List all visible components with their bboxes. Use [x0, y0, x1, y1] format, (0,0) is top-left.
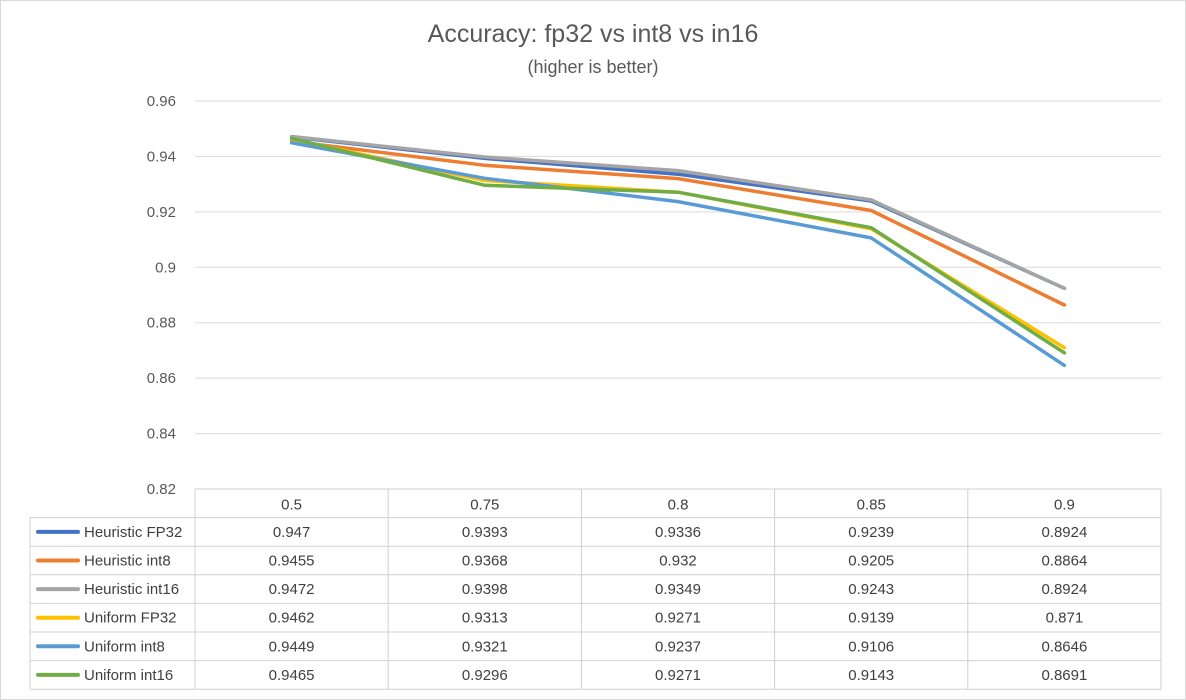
legend-label: Uniform int8 [84, 638, 165, 655]
data-table: 0.5 0.75 0.8 0.85 0.9 Heuristic FP32 0.947 0.93… [29, 488, 1162, 690]
legend-label: Heuristic int16 [84, 581, 179, 598]
data-cell: 0.932 [659, 553, 697, 570]
data-cell: 0.9349 [655, 581, 701, 598]
data-cell: 0.8691 [1041, 667, 1087, 684]
y-tick-label: 0.82 [147, 481, 176, 498]
chart-subtitle: (higher is better) [527, 57, 658, 77]
y-tick-label: 0.88 [147, 315, 176, 332]
data-cell: 0.947 [273, 524, 311, 541]
data-cell: 0.8646 [1041, 638, 1087, 655]
legend-label: Heuristic int8 [84, 553, 171, 570]
y-tick-label: 0.9 [155, 259, 176, 276]
legend-label: Heuristic FP32 [84, 524, 182, 541]
series-line [289, 139, 1067, 307]
data-cell: 0.9462 [269, 610, 315, 627]
data-cell: 0.9321 [462, 638, 508, 655]
data-cell: 0.9243 [848, 581, 894, 598]
data-cell: 0.9143 [848, 667, 894, 684]
data-cell: 0.9393 [462, 524, 508, 541]
series-line [289, 134, 1067, 291]
data-cell: 0.9472 [269, 581, 315, 598]
x-category-label: 0.8 [668, 496, 689, 513]
data-cell: 0.871 [1046, 610, 1084, 627]
data-cell: 0.9455 [269, 553, 315, 570]
y-tick-label: 0.84 [147, 426, 176, 443]
x-category-label: 0.5 [281, 496, 302, 513]
y-tick-label: 0.96 [147, 93, 176, 110]
x-category-label: 0.85 [857, 496, 886, 513]
data-cell: 0.9205 [848, 553, 894, 570]
y-tick-label: 0.92 [147, 204, 176, 221]
data-cell: 0.8924 [1041, 524, 1087, 541]
data-cell: 0.9237 [655, 638, 701, 655]
y-tick-label: 0.94 [147, 148, 176, 165]
data-cell: 0.9449 [269, 638, 315, 655]
chart-title: Accuracy: fp32 vs int8 vs in16 [428, 20, 759, 48]
series-lines [289, 134, 1067, 368]
data-cell: 0.8924 [1041, 581, 1087, 598]
data-cell: 0.8864 [1041, 553, 1087, 570]
data-cell: 0.9465 [269, 667, 315, 684]
legend-label: Uniform FP32 [84, 610, 177, 627]
series-line [289, 141, 1067, 368]
y-axis-ticks: 0.82 0.84 0.86 0.88 0.9 0.92 0.94 0.96 [147, 93, 176, 498]
data-cell: 0.9313 [462, 610, 508, 627]
data-cell: 0.9271 [655, 667, 701, 684]
data-cell: 0.9296 [462, 667, 508, 684]
data-cell: 0.9271 [655, 610, 701, 627]
y-tick-label: 0.86 [147, 370, 176, 387]
data-cell: 0.9336 [655, 524, 701, 541]
gridlines [195, 100, 1161, 490]
series-line [289, 135, 1067, 291]
data-cell: 0.9239 [848, 524, 894, 541]
data-cell: 0.9106 [848, 638, 894, 655]
x-category-label: 0.9 [1054, 496, 1075, 513]
x-category-label: 0.75 [470, 496, 499, 513]
series-line [289, 136, 1067, 355]
data-cell: 0.9398 [462, 581, 508, 598]
data-cell: 0.9139 [848, 610, 894, 627]
legend-label: Uniform int16 [84, 667, 173, 684]
data-cell: 0.9368 [462, 553, 508, 570]
